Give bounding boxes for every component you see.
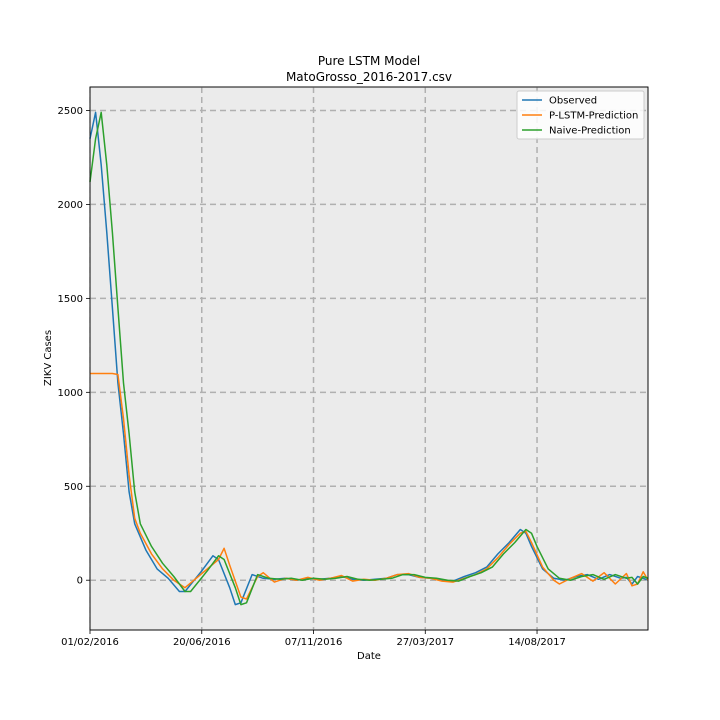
y-tick-label: 1500 (58, 294, 83, 305)
plot-frame (89, 86, 649, 631)
y-tick-label: 0 (77, 576, 83, 587)
y-axis-label: ZIKV Cases (43, 330, 54, 386)
legend-label: Observed (549, 96, 597, 107)
x-axis-label: Date (357, 651, 381, 662)
series-layer (89, 111, 649, 606)
series-line-2 (90, 372, 649, 600)
legend-label: P-LSTM-Prediction (549, 111, 638, 122)
y-axis-ticks: 0 500 1000 1500 2000 2500 (58, 106, 90, 587)
x-tick-label: 20/06/2016 (173, 637, 231, 648)
y-tick-label: 2000 (58, 200, 83, 211)
x-tick-label: 07/11/2016 (285, 637, 343, 648)
y-tick-label: 500 (64, 482, 83, 493)
chart-subtitle: MatoGrosso_2016-2017.csv (286, 70, 452, 84)
x-tick-label: 01/02/2016 (61, 637, 119, 648)
y-tick-label: 2500 (58, 106, 83, 117)
legend-label: Naive-Prediction (549, 126, 631, 137)
x-tick-label: 14/08/2017 (508, 637, 566, 648)
legend-box (516, 90, 645, 140)
chart-title: Pure LSTM Model (318, 54, 420, 68)
legend: Observed P-LSTM-Prediction Naive-Predictio… (516, 90, 645, 140)
y-tick-label: 1000 (58, 388, 83, 399)
series-line-3 (89, 111, 649, 606)
x-tick-label: 27/03/2017 (396, 637, 454, 648)
x-axis-ticks: 01/02/2016 20/06/2016 07/11/2016 27/03/2017… (61, 630, 566, 648)
plot-area (89, 86, 649, 631)
